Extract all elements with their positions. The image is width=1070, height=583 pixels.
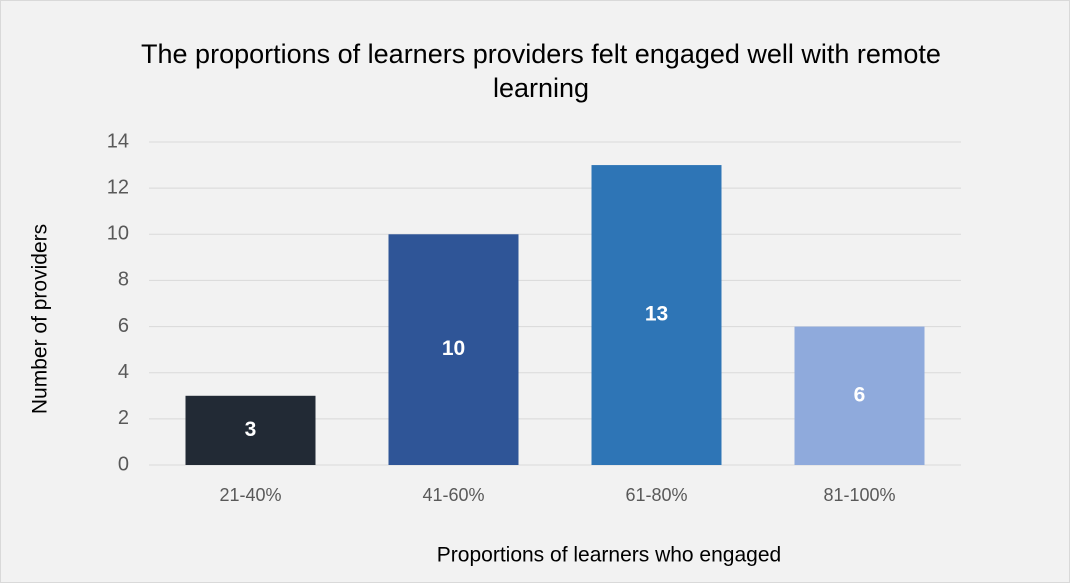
bar: [591, 165, 722, 466]
x-axis-label: Proportions of learners who engaged: [437, 544, 781, 567]
y-tick-label: 2: [118, 407, 129, 429]
data-label: 3: [245, 418, 257, 441]
x-tick-label: 41-60%: [422, 485, 484, 505]
bar: [185, 395, 316, 465]
y-tick-label: 10: [107, 223, 129, 245]
y-tick-label: 0: [118, 453, 129, 475]
data-label: 13: [645, 303, 668, 326]
y-tick-label: 8: [118, 269, 129, 291]
y-tick-label: 12: [107, 176, 129, 198]
bar: [388, 234, 519, 465]
x-tick-label: 21-40%: [219, 485, 281, 505]
data-label: 6: [854, 383, 866, 406]
y-tick-label: 4: [118, 361, 129, 383]
y-tick-label: 6: [118, 315, 129, 337]
x-tick-label: 81-100%: [823, 485, 895, 505]
y-axis-label: Number of providers: [29, 224, 52, 414]
chart-title: The proportions of learners providers fe…: [141, 39, 941, 103]
x-tick-label: 61-80%: [625, 485, 687, 505]
y-tick-label: 14: [107, 130, 129, 152]
data-label: 10: [442, 337, 465, 360]
bar: [794, 326, 925, 465]
